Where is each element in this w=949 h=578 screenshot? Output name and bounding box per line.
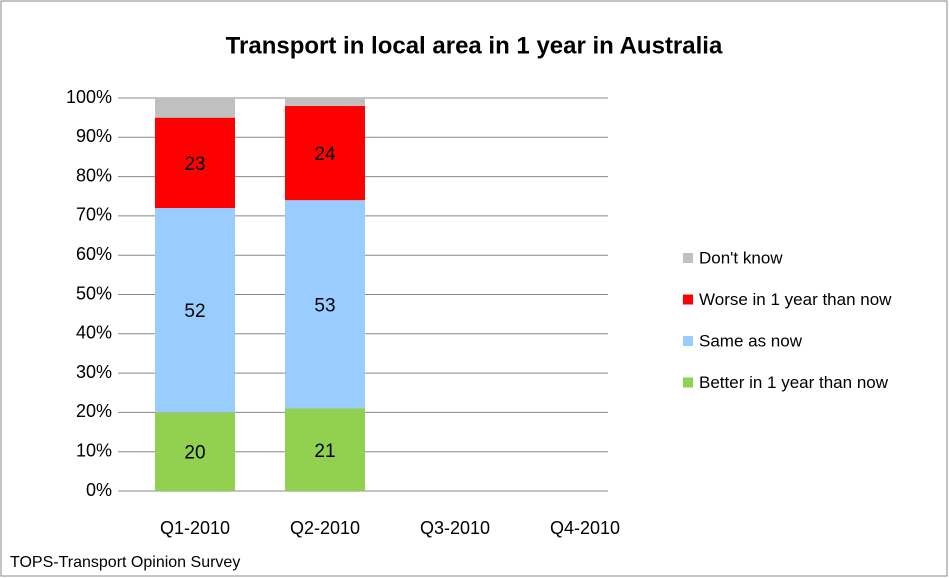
legend-swatch	[683, 377, 693, 388]
y-tick-label: 80%	[76, 165, 112, 185]
y-tick-label: 90%	[76, 126, 112, 146]
bar-segment	[285, 98, 365, 106]
y-tick-label: 60%	[76, 244, 112, 264]
legend-swatch	[683, 253, 693, 263]
x-tick-label: Q1-2010	[160, 518, 230, 538]
legend-swatch	[683, 336, 693, 346]
data-label: 24	[314, 144, 336, 165]
x-tick-label: Q4-2010	[550, 518, 620, 538]
y-tick-label: 40%	[76, 323, 112, 343]
bar-segment	[155, 98, 235, 118]
data-label: 52	[184, 301, 205, 322]
legend-swatch	[683, 294, 693, 305]
x-tick-label: Q3-2010	[420, 518, 490, 538]
data-label: 20	[184, 443, 205, 464]
bar-segment	[155, 208, 235, 413]
legend-label: Don't know	[699, 248, 783, 267]
data-label: 21	[314, 441, 335, 462]
legend-label: Worse in 1 year than now	[699, 290, 892, 309]
y-tick-label: 30%	[76, 362, 112, 382]
y-tick-label: 70%	[76, 205, 112, 225]
bar-segment	[285, 105, 365, 201]
data-label: 23	[184, 154, 205, 175]
y-tick-label: 20%	[76, 401, 112, 421]
bar-segment	[285, 408, 365, 491]
legend-label: Better in 1 year than now	[699, 373, 889, 392]
data-label: 53	[314, 295, 335, 316]
y-tick-label: 100%	[66, 87, 112, 107]
y-tick-label: 50%	[76, 283, 112, 303]
y-tick-label: 0%	[86, 480, 112, 500]
source-note: TOPS-Transport Opinion Survey	[10, 554, 240, 571]
y-tick-label: 10%	[76, 440, 112, 460]
legend-label: Same as now	[699, 331, 803, 350]
x-tick-label: Q2-2010	[290, 518, 360, 538]
chart-title: Transport in local area in 1 year in Aus…	[226, 32, 723, 59]
bar-segment	[155, 412, 235, 491]
bar-segment	[285, 200, 365, 409]
bar-segment	[155, 117, 235, 209]
